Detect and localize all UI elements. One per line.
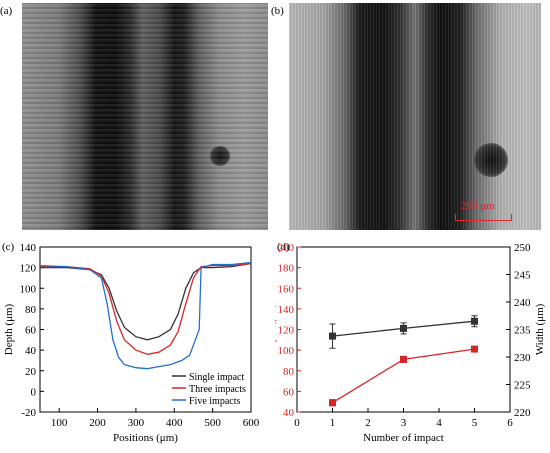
series-line	[40, 262, 252, 355]
x-tick-label: 300	[128, 417, 145, 429]
data-point	[471, 345, 478, 353]
y2-tick-label: 240	[514, 297, 531, 309]
x-tick-label: 100	[51, 417, 68, 429]
y-tick-label: 120	[20, 263, 37, 275]
y-tick-label: 200	[278, 242, 295, 254]
impact-number-chart: 0 1 2 3 4 5 6 40 60 80 100 120 140 160 180 200 220 225 230…	[275, 242, 546, 444]
depth-profile-chart: 100 200 300 400 500 600 -20 0 20 40 60 80 100 120 140 P…	[3, 242, 260, 444]
surface-pit	[474, 143, 508, 177]
y-tick-label: -20	[21, 407, 36, 419]
x-tick-label: 0	[294, 417, 300, 429]
panel-label-c: (c)	[2, 241, 15, 253]
data-point	[471, 317, 478, 325]
y-tick-label: 0	[31, 386, 37, 398]
x-tick-label: 4	[436, 417, 442, 429]
y-tick-label: 100	[20, 283, 37, 295]
scale-bar	[455, 214, 512, 221]
y-tick-label: 100	[278, 345, 295, 357]
y-tick-label: 20	[25, 366, 37, 378]
y2-axis-label: Width (μm)	[534, 303, 546, 355]
y-axis-label: Depth (μm)	[275, 303, 277, 355]
y-axis-label: Depth (μm)	[3, 303, 15, 355]
y-tick-label: 60	[283, 386, 295, 398]
y-tick-label: 80	[25, 304, 37, 316]
x-tick-label: 1	[330, 417, 336, 429]
y-tick-label: 80	[283, 366, 295, 378]
x-tick-label: 6	[507, 417, 513, 429]
micrograph-five-impacts	[289, 3, 541, 230]
y2-tick-label: 250	[514, 242, 531, 254]
y-tick-label: 60	[25, 325, 37, 337]
y-tick-label: 160	[278, 283, 295, 295]
data-point	[400, 324, 407, 332]
x-tick-label: 5	[472, 417, 478, 429]
legend-label: Single impact	[189, 372, 244, 383]
y-tick-label: 180	[278, 263, 295, 275]
x-tick-label: 500	[204, 417, 221, 429]
y2-tick-label: 235	[514, 325, 531, 337]
legend-label: Five impacts	[189, 396, 240, 407]
y-tick-label: 120	[278, 325, 295, 337]
series-line	[39, 261, 252, 370]
y2-tick-label: 245	[514, 270, 531, 282]
series-line	[40, 262, 252, 341]
surface-pit	[210, 146, 230, 166]
y-tick-label: 40	[25, 345, 37, 357]
y-tick-label: 40	[283, 407, 295, 419]
x-tick-label: 2	[365, 417, 371, 429]
x-tick-label: 3	[401, 417, 407, 429]
panel-label-a: (a)	[0, 5, 13, 17]
x-tick-label: 400	[166, 417, 183, 429]
panel-label-d: (d)	[277, 241, 290, 253]
data-point	[329, 332, 336, 340]
scale-bar-label: 200 μm	[461, 200, 495, 212]
y2-tick-label: 220	[514, 407, 531, 419]
y2-tick-label: 230	[514, 352, 531, 364]
x-axis-label: Positions (μm)	[113, 432, 178, 444]
legend-label: Three impacts	[189, 384, 246, 395]
panel-label-b: (b)	[271, 5, 284, 17]
x-tick-label: 200	[89, 417, 106, 429]
x-axis-label: Number of impact	[363, 432, 444, 444]
y-tick-label: 140	[20, 242, 37, 254]
data-point	[329, 399, 336, 407]
y2-tick-label: 225	[514, 380, 531, 392]
y-tick-label: 140	[278, 304, 295, 316]
micrograph-single-impact	[22, 3, 268, 230]
x-tick-label: 600	[243, 417, 260, 429]
data-point	[400, 355, 407, 363]
